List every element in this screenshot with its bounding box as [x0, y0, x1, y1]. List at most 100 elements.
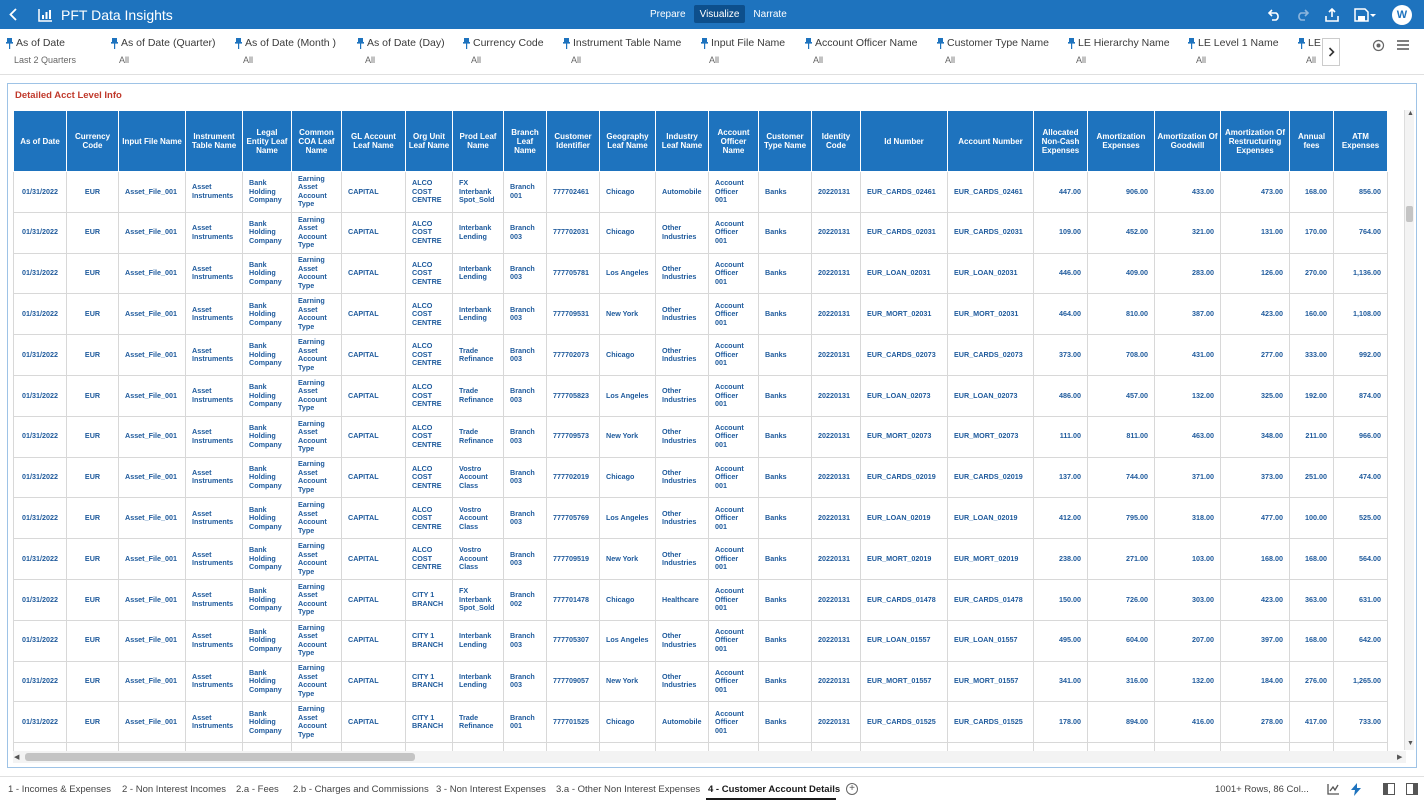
- table-row[interactable]: Earning: [13, 742, 1388, 754]
- table-cell[interactable]: Trade Refinance: [452, 374, 504, 417]
- column-header[interactable]: Industry Leaf Name: [655, 110, 709, 172]
- table-cell[interactable]: Branch 003: [503, 293, 547, 336]
- column-header[interactable]: Org Unit Leaf Name: [405, 110, 453, 172]
- column-header[interactable]: Common COA Leaf Name: [291, 110, 342, 172]
- table-cell[interactable]: Bank Holding Company: [242, 660, 292, 703]
- table-cell[interactable]: Bank Holding Company: [242, 293, 292, 336]
- table-cell[interactable]: FX Interbank Spot_Sold: [452, 171, 504, 213]
- tab-other-non-interest-expenses[interactable]: 3.a - Other Non Interest Expenses: [556, 784, 701, 795]
- table-cell[interactable]: Branch 003: [503, 660, 547, 703]
- table-cell[interactable]: Trade Refinance: [452, 701, 504, 744]
- table-cell[interactable]: 01/31/2022: [13, 701, 67, 744]
- table-cell[interactable]: 20220131: [811, 293, 861, 336]
- tab-non-interest-expenses[interactable]: 3 - Non Interest Expenses: [436, 784, 546, 795]
- table-cell[interactable]: Account Officer 001: [708, 660, 759, 703]
- table-cell[interactable]: 207.00: [1154, 619, 1221, 662]
- table-cell[interactable]: Banks: [758, 374, 812, 417]
- table-cell[interactable]: Branch 003: [503, 415, 547, 458]
- table-cell[interactable]: Asset_File_001: [118, 334, 186, 376]
- column-header[interactable]: Annual fees: [1289, 110, 1334, 172]
- table-cell[interactable]: EUR: [66, 538, 119, 580]
- table-cell[interactable]: 777709573: [546, 415, 600, 458]
- table-cell[interactable]: Earning Asset Account Type: [291, 660, 342, 703]
- table-cell[interactable]: CAPITAL: [341, 456, 406, 499]
- table-cell[interactable]: 316.00: [1087, 660, 1155, 703]
- table-cell[interactable]: Other Industries: [655, 538, 709, 580]
- filter-value[interactable]: All: [1076, 55, 1087, 65]
- table-cell[interactable]: EUR_CARDS_02073: [947, 334, 1034, 376]
- table-cell[interactable]: 397.00: [1220, 619, 1290, 662]
- filter-as-of-date-month[interactable]: As of Date (Month ) All: [235, 37, 336, 65]
- table-cell[interactable]: EUR_LOAN_02031: [947, 252, 1034, 295]
- table-cell[interactable]: Branch 002: [503, 578, 547, 621]
- table-cell[interactable]: 20220131: [811, 171, 861, 213]
- table-cell[interactable]: 777705769: [546, 497, 600, 540]
- table-cell[interactable]: 111.00: [1033, 415, 1088, 458]
- table-cell[interactable]: Asset_File_001: [118, 415, 186, 458]
- table-cell[interactable]: 20220131: [811, 374, 861, 417]
- table-cell[interactable]: 251.00: [1289, 456, 1334, 499]
- filter-le-level-1-name[interactable]: LE Level 1 Name All: [1188, 37, 1279, 65]
- table-cell[interactable]: ALCO COST CENTRE: [405, 211, 453, 254]
- table-cell[interactable]: EUR: [66, 211, 119, 254]
- table-cell[interactable]: 01/31/2022: [13, 374, 67, 417]
- column-header[interactable]: Allocated Non-Cash Expenses: [1033, 110, 1088, 172]
- table-cell[interactable]: Banks: [758, 538, 812, 580]
- table-cell[interactable]: 477.00: [1220, 497, 1290, 540]
- table-cell[interactable]: EUR_CARDS_01478: [947, 578, 1034, 621]
- table-cell[interactable]: 1,265.00: [1333, 660, 1388, 703]
- table-cell[interactable]: 303.00: [1154, 578, 1221, 621]
- table-cell[interactable]: Earning Asset Account Type: [291, 374, 342, 417]
- mode-prepare[interactable]: Prepare: [650, 9, 686, 20]
- table-cell[interactable]: 777702019: [546, 456, 600, 499]
- table-cell[interactable]: CAPITAL: [341, 293, 406, 336]
- table-cell[interactable]: Other Industries: [655, 252, 709, 295]
- table-cell[interactable]: Banks: [758, 415, 812, 458]
- table-cell[interactable]: EUR: [66, 578, 119, 621]
- table-row[interactable]: 01/31/2022 EUR Asset_File_001 Asset Instrum…: [13, 660, 1388, 703]
- table-cell[interactable]: 01/31/2022: [13, 293, 67, 336]
- table-cell[interactable]: Branch 003: [503, 538, 547, 580]
- table-cell[interactable]: 238.00: [1033, 538, 1088, 580]
- table-cell[interactable]: 373.00: [1220, 456, 1290, 499]
- table-cell[interactable]: 409.00: [1087, 252, 1155, 295]
- mode-narrate[interactable]: Narrate: [753, 9, 787, 20]
- table-cell[interactable]: 20220131: [811, 415, 861, 458]
- table-cell[interactable]: CAPITAL: [341, 211, 406, 254]
- table-cell[interactable]: [1333, 742, 1388, 754]
- table-cell[interactable]: Asset_File_001: [118, 497, 186, 540]
- table-cell[interactable]: EUR_MORT_01557: [947, 660, 1034, 703]
- table-cell[interactable]: 01/31/2022: [13, 415, 67, 458]
- table-cell[interactable]: Earning Asset Account Type: [291, 293, 342, 336]
- back-button[interactable]: [0, 0, 26, 29]
- table-cell[interactable]: 777702031: [546, 211, 600, 254]
- save-menu-button[interactable]: [1346, 0, 1384, 29]
- table-cell[interactable]: Asset_File_001: [118, 171, 186, 213]
- table-cell[interactable]: 810.00: [1087, 293, 1155, 336]
- table-cell[interactable]: ALCO COST CENTRE: [405, 456, 453, 499]
- table-cell[interactable]: Chicago: [599, 171, 656, 213]
- table-cell[interactable]: 777701525: [546, 701, 600, 744]
- filter-le-hierarchy-name[interactable]: LE Hierarchy Name All: [1068, 37, 1170, 65]
- table-cell[interactable]: Automobile: [655, 171, 709, 213]
- table-cell[interactable]: EUR: [66, 701, 119, 744]
- table-cell[interactable]: Earning Asset Account Type: [291, 701, 342, 744]
- table-cell[interactable]: Bank Holding Company: [242, 211, 292, 254]
- table-cell[interactable]: Bank Holding Company: [242, 415, 292, 458]
- table-cell[interactable]: 431.00: [1154, 334, 1221, 376]
- table-cell[interactable]: EUR_CARDS_02019: [860, 456, 948, 499]
- table-cell[interactable]: Bank Holding Company: [242, 619, 292, 662]
- table-cell[interactable]: 271.00: [1087, 538, 1155, 580]
- table-cell[interactable]: 363.00: [1289, 578, 1334, 621]
- table-cell[interactable]: 20220131: [811, 619, 861, 662]
- table-cell[interactable]: 20220131: [811, 578, 861, 621]
- table-cell[interactable]: Trade Refinance: [452, 334, 504, 376]
- column-header[interactable]: Customer Identifier: [546, 110, 600, 172]
- table-cell[interactable]: Trade Refinance: [452, 415, 504, 458]
- table-cell[interactable]: 132.00: [1154, 660, 1221, 703]
- table-cell[interactable]: 373.00: [1033, 334, 1088, 376]
- toggle-properties-panel-button[interactable]: [1405, 782, 1419, 796]
- column-header[interactable]: Account Officer Name: [708, 110, 759, 172]
- table-cell[interactable]: EUR_MORT_02019: [860, 538, 948, 580]
- column-header[interactable]: Identity Code: [811, 110, 861, 172]
